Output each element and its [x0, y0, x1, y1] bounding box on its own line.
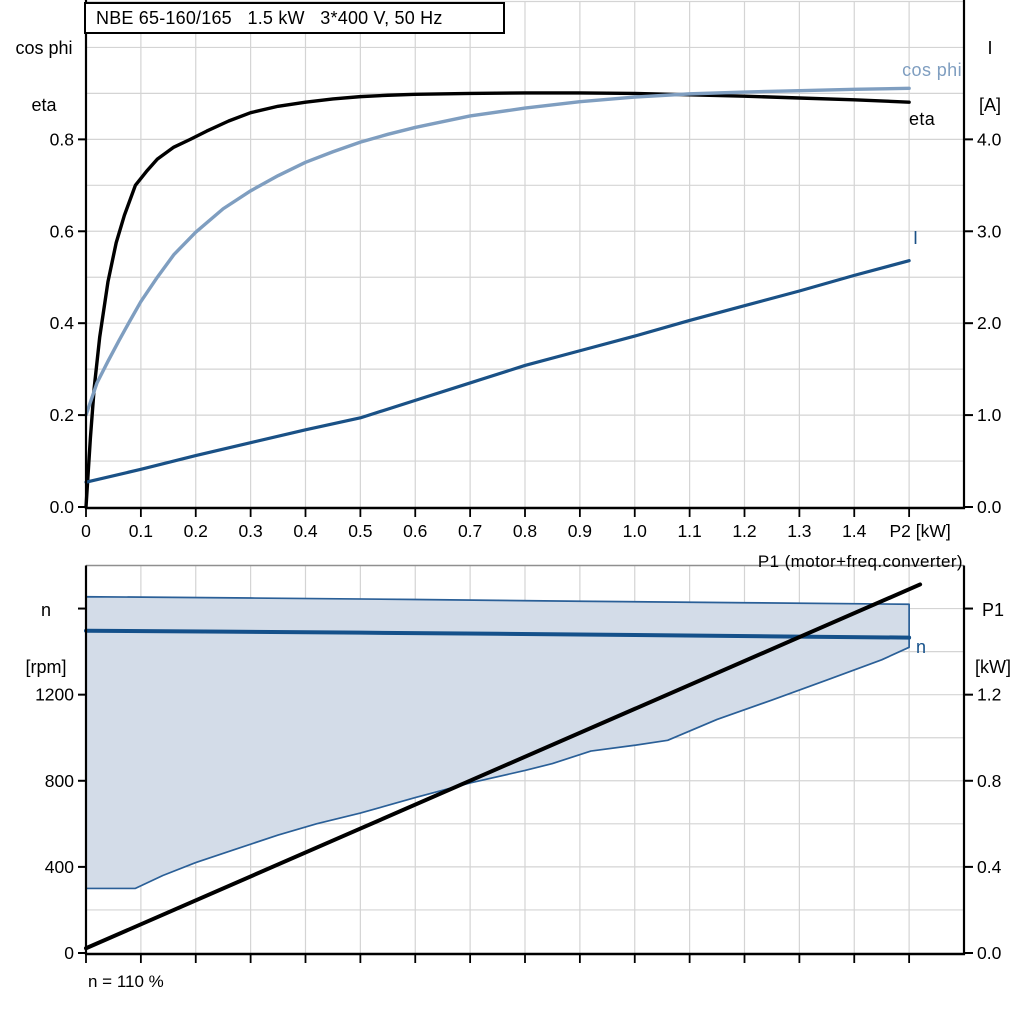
y-left-tick-label: 1200 [35, 685, 74, 705]
p1-curve-label: P1 (motor+freq.converter) [757, 552, 963, 571]
y-right-tick-label: 0.0 [977, 497, 1002, 517]
right-axis-title-bottom-chart: P1 [kW] [962, 563, 1024, 715]
x-tick-label: 1.0 [623, 521, 648, 541]
y-left-tick-label: 400 [45, 857, 74, 877]
y-right-tick-label: 1.2 [977, 685, 1001, 705]
x-tick-label: 1.3 [787, 521, 811, 541]
x-tick-label: 1.1 [677, 521, 701, 541]
y-left-tick-label: 800 [45, 771, 74, 791]
y-left-tick-label: 0.8 [50, 129, 74, 149]
x-tick-label: 0.7 [458, 521, 482, 541]
x-tick-label: 0.6 [403, 521, 427, 541]
y-left-tick-label: 0.2 [50, 405, 74, 425]
y-left-tick-label: 0.6 [50, 221, 74, 241]
speed-setting-annotation: n = 110 % [88, 972, 164, 991]
curve-n [84, 628, 912, 640]
right-axis-title-top-chart: I [A] [958, 1, 1022, 153]
y-left-tick-label: 0.4 [50, 313, 75, 333]
axis-title-line: cos phi [15, 38, 73, 58]
x-axis-unit-label: P2 [kW] [889, 521, 950, 541]
x-tick-label: 0.1 [129, 521, 153, 541]
chart-title-box: NBE 65-160/165 1.5 kW 3*400 V, 50 Hz [84, 2, 505, 34]
x-tick-label: 0.8 [513, 521, 537, 541]
x-tick-label: 0.5 [348, 521, 372, 541]
x-tick-label: 0.9 [568, 521, 592, 541]
speed-control-range [85, 595, 910, 890]
y-left-tick-label: 0.0 [50, 497, 75, 517]
y-right-tick-label: 0.0 [977, 943, 1002, 963]
x-tick-label: 1.4 [842, 521, 867, 541]
y-right-tick-label: 0.4 [977, 857, 1002, 877]
axis-title-line: eta [31, 95, 57, 115]
x-tick-label: 0.2 [184, 521, 208, 541]
axis-title-line: n [40, 600, 51, 620]
x-tick-label: 0.4 [293, 521, 318, 541]
motor-performance-chart: 0 0.1 0.2 0.3 0.4 0.5 0.6 0.7 0.8 0.9 1.0 1.1 1.2 1.3… [50, 0, 1002, 541]
left-axis-title-top-chart: cos phi eta [6, 1, 82, 153]
axis-title-line: I [987, 38, 993, 58]
y-right-tick-label: 3.0 [977, 221, 1002, 241]
x-tick-label: 0.3 [238, 521, 262, 541]
axis-title-line: P1 [981, 600, 1005, 620]
x-tick-label: 0 [81, 521, 91, 541]
n-curve-label: n [916, 637, 927, 657]
curve-current [84, 259, 911, 484]
y-right-tick-label: 4.0 [977, 129, 1002, 149]
axis-title-line: [A] [978, 95, 1001, 115]
speed-range-chart: 0 400 800 1200 0.0 0.4 0.8 1.2 [35, 564, 1002, 963]
x-tick-label: 1.2 [732, 521, 756, 541]
axis-title-line: [rpm] [25, 657, 67, 677]
axis-title-line: [kW] [975, 657, 1011, 677]
y-left-tick-label: 0 [64, 943, 74, 963]
curve-p1 [84, 582, 923, 951]
left-axis-title-bottom-chart: n [rpm] [8, 563, 84, 715]
current-curve-label: I [913, 228, 919, 248]
curve-eta [84, 91, 911, 509]
y-right-tick-label: 2.0 [977, 313, 1002, 333]
cos-phi-curve-label: cos phi [902, 60, 962, 80]
eta-curve-label: eta [909, 109, 936, 129]
curve-cos-phi [84, 86, 911, 417]
y-right-tick-label: 1.0 [977, 405, 1002, 425]
y-right-tick-label: 0.8 [977, 771, 1001, 791]
